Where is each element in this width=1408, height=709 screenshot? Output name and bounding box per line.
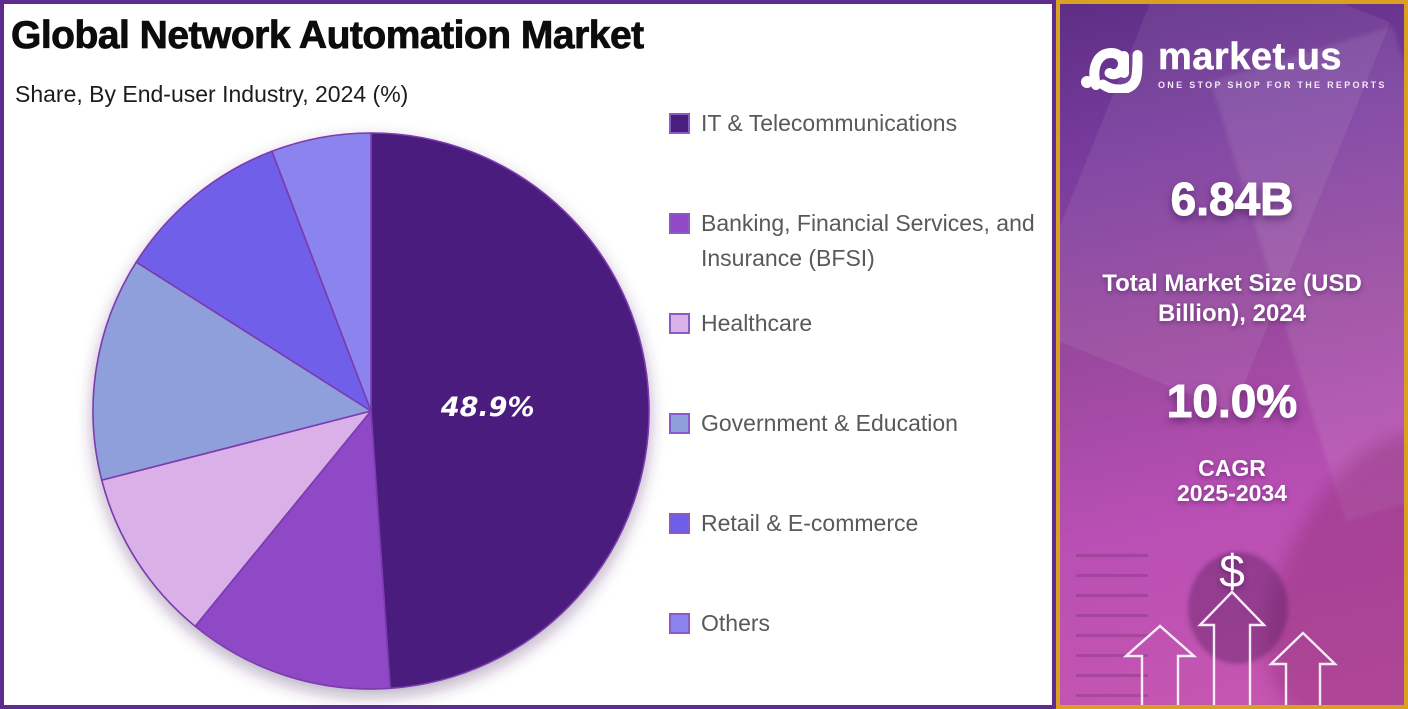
- brand-logo: market.us ONE STOP SHOP FOR THE REPORTS: [1080, 37, 1394, 93]
- dollar-icon: $: [1219, 545, 1245, 597]
- chart-panel: Global Network Automation Market Share, …: [0, 0, 1056, 709]
- legend-item: Banking, Financial Services, and Insuran…: [669, 206, 1044, 276]
- pie-slice: [92, 261, 372, 481]
- brand-name: market.us: [1158, 36, 1343, 78]
- pie-slice: [194, 410, 391, 690]
- legend-item-label: Government & Education: [701, 410, 958, 436]
- legend-swatch-icon: [669, 213, 690, 234]
- legend-item-label: Retail & E-commerce: [701, 510, 919, 536]
- pie-slice: [370, 132, 650, 690]
- cagr-label-line2: 2025-2034: [1177, 480, 1287, 506]
- legend-item-label: Healthcare: [701, 310, 813, 336]
- legend-item-label: IT & Telecommunications: [701, 110, 958, 136]
- legend-item-label: Others: [701, 610, 771, 636]
- page-title: Global Network Automation Market: [11, 14, 645, 58]
- brand-sidebar: market.us ONE STOP SHOP FOR THE REPORTS …: [1056, 0, 1408, 709]
- market-us-logo-icon: [1081, 47, 1143, 93]
- pie-data-label: 48.9%: [440, 392, 535, 423]
- market-size-label: Total Market Size (USD Billion), 2024: [1102, 270, 1362, 327]
- legend-item: IT & Telecommunications: [669, 106, 1044, 141]
- pie-slice: [100, 410, 372, 628]
- legend-item-label: Banking, Financial Services, and Insuran…: [701, 210, 1035, 271]
- cagr-label: CAGR 2025-2034: [1060, 456, 1404, 506]
- page-subtitle: Share, By End-user Industry, 2024 (%): [15, 81, 409, 107]
- legend-swatch-icon: [669, 113, 690, 134]
- pie-slice: [271, 132, 372, 412]
- cagr-value: 10.0%: [1166, 375, 1298, 428]
- legend-item: Government & Education: [669, 406, 1044, 441]
- legend-swatch-icon: [669, 613, 690, 634]
- legend-item: Healthcare: [669, 306, 1044, 341]
- brand-tagline: ONE STOP SHOP FOR THE REPORTS: [1158, 80, 1387, 90]
- cagr-label-line1: CAGR: [1198, 455, 1266, 481]
- pie-chart: 48.9%: [92, 132, 650, 690]
- pie-slice: [135, 150, 372, 412]
- legend-swatch-icon: [669, 413, 690, 434]
- legend-item: Retail & E-commerce: [669, 506, 1044, 541]
- legend-item: Others: [669, 606, 1044, 641]
- legend-swatch-icon: [669, 513, 690, 534]
- growth-arrows-icon: [1122, 590, 1338, 705]
- legend-swatch-icon: [669, 313, 690, 334]
- market-size-value: 6.84B: [1170, 173, 1294, 226]
